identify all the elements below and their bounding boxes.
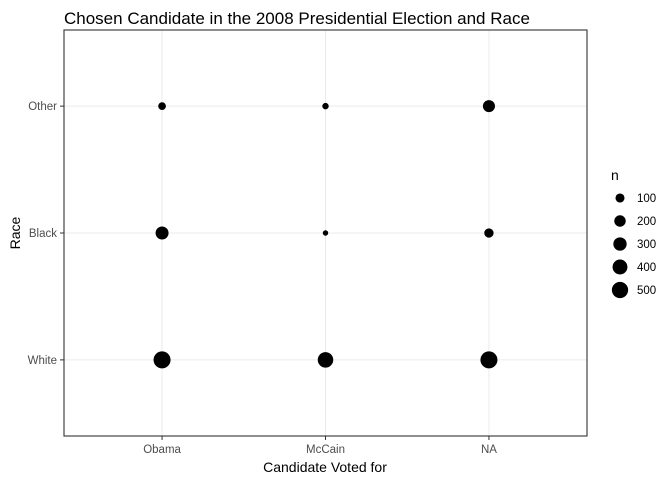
data-point [322, 102, 329, 110]
legend-label: 300 [637, 239, 656, 251]
data-point [155, 226, 169, 240]
legend-label: 200 [637, 216, 656, 228]
data-point [480, 351, 498, 369]
legend-title: n [611, 167, 619, 183]
legend-label: 500 [637, 285, 656, 297]
legend-key [611, 281, 629, 299]
y-tick-label: Other [28, 101, 57, 113]
data-point [153, 351, 171, 369]
legend-key [615, 193, 625, 203]
x-tick-label: Obama [143, 444, 181, 456]
x-axis: Obama McCain NA [143, 436, 497, 456]
y-tick-label: Black [29, 228, 57, 240]
x-tick-label: NA [481, 444, 497, 456]
data-point [322, 230, 329, 236]
data-point [484, 228, 494, 238]
legend-label: 100 [637, 193, 656, 205]
y-tick-label: White [28, 355, 57, 367]
y-axis-label: Race [7, 216, 23, 249]
x-tick-label: McCain [306, 444, 345, 456]
legend-key [612, 259, 628, 275]
data-point [317, 352, 334, 368]
legend: n 100 200 300 400 500 [611, 167, 656, 299]
legend-key [613, 237, 627, 251]
x-axis-label: Candidate Voted for [263, 459, 387, 475]
data-point [482, 100, 495, 113]
legend-key [614, 215, 626, 227]
legend-label: 400 [637, 262, 656, 274]
data-point [158, 102, 166, 110]
chart-title: Chosen Candidate in the 2008 Presidentia… [64, 9, 530, 28]
y-axis: White Black Other [28, 101, 64, 367]
data-points [153, 100, 498, 369]
